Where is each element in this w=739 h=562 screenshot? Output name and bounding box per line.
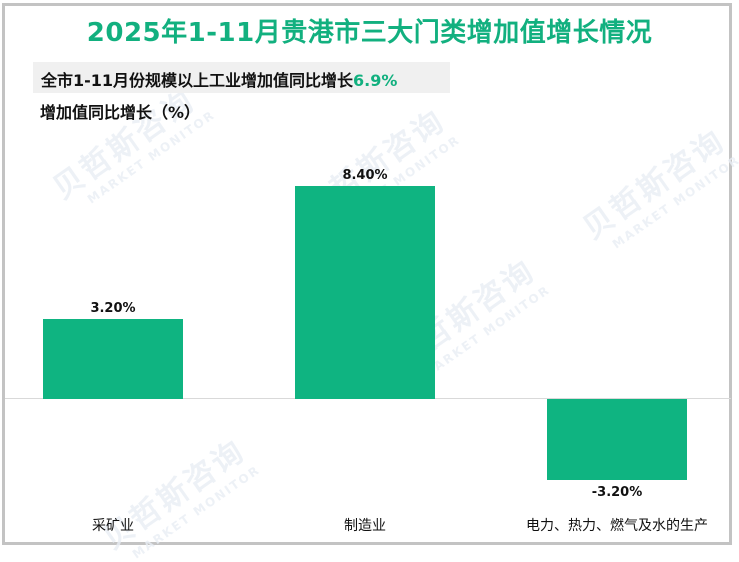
x-tick-label: 电力、热力、燃气及水的生产	[526, 518, 708, 534]
subtitle-box: 全市1-11月份规模以上工业增加值同比增长6.9%	[33, 62, 450, 93]
x-tick-label: 制造业	[344, 518, 386, 534]
subtitle-prefix: 全市1-11月份规模以上工业增加值同比增长	[41, 71, 354, 90]
data-label: -3.20%	[591, 485, 643, 500]
chart-title: 2025年1-11月贵港市三大门类增加值增长情况	[86, 18, 653, 48]
bar-manufacturing	[295, 186, 435, 399]
bar-mining	[43, 319, 183, 399]
data-label: 8.40%	[342, 168, 388, 183]
data-label: 3.20%	[90, 301, 136, 316]
y-axis-label: 增加值同比增长（%）	[40, 103, 201, 122]
x-tick-label: 采矿业	[92, 518, 134, 534]
bar-utilities	[547, 399, 687, 480]
subtitle: 全市1-11月份规模以上工业增加值同比增长6.9%	[41, 67, 397, 91]
subtitle-highlight: 6.9%	[353, 71, 398, 90]
